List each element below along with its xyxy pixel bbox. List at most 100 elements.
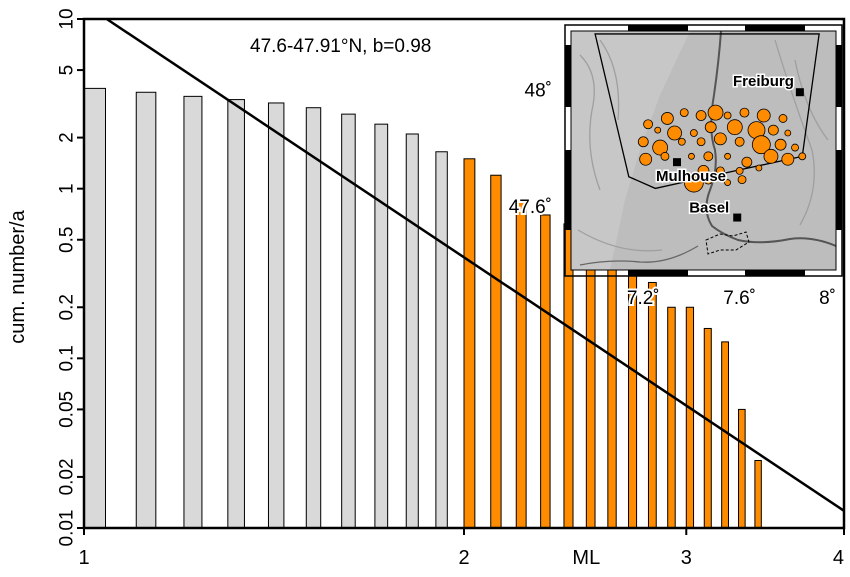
bar-complete: [754, 459, 762, 529]
earthquake-marker: [637, 136, 649, 148]
bar-incomplete: [227, 99, 245, 529]
bar-incomplete: [267, 102, 285, 529]
earthquake-marker: [739, 107, 750, 118]
bar-complete: [738, 408, 746, 529]
y-axis-label: cum. number/a: [7, 209, 29, 343]
earthquake-marker: [707, 104, 724, 121]
x-tick-label: 1: [78, 547, 89, 569]
earthquake-marker: [697, 165, 710, 177]
earthquake-marker: [784, 129, 792, 137]
y-axis-ticks: 10 5 2 1 0.5 0.2 0.1 0.05 0.02 0.01: [57, 8, 84, 547]
inset-x-tick-label: 8˚: [819, 288, 836, 309]
x-tick-label: 2: [458, 547, 469, 569]
city-marker: [795, 88, 804, 97]
bars-group: [83, 87, 762, 529]
bar-incomplete: [83, 87, 107, 529]
city-label: Freiburg: [733, 73, 794, 90]
x-tick-label: 3: [681, 547, 692, 569]
y-tick-label: 5: [57, 65, 78, 76]
earthquake-marker: [660, 112, 674, 125]
earthquake-marker: [660, 151, 670, 161]
earthquake-marker: [726, 119, 743, 136]
earthquake-marker: [715, 166, 725, 176]
bar-complete: [703, 327, 712, 529]
earthquake-marker: [734, 136, 745, 147]
bar-complete: [647, 281, 657, 529]
earthquake-marker: [688, 152, 695, 160]
earthquake-marker: [689, 129, 698, 137]
inset-map-frame: [564, 24, 843, 277]
inset-x-tick-label: 7.2˚: [627, 288, 660, 309]
bar-incomplete: [305, 107, 322, 529]
bar-incomplete: [183, 95, 203, 529]
earthquake-marker: [683, 172, 704, 193]
earthquake-marker: [774, 138, 787, 151]
bar-complete: [490, 174, 502, 529]
y-tick-label: 0.5: [57, 227, 78, 253]
y-tick-label: 0.2: [57, 294, 78, 320]
earthquake-marker: [724, 179, 731, 186]
bar-complete: [685, 306, 695, 529]
inset-map-rhine-river: [705, 30, 837, 247]
earthquake-marker: [704, 121, 717, 134]
earthquake-marker: [696, 137, 706, 147]
inset-map-cities: Freiburg Mulhouse Basel: [655, 72, 804, 222]
earthquake-marker: [737, 175, 747, 185]
inset-map-frame-segment: [836, 45, 842, 107]
bar-complete: [515, 197, 527, 529]
earthquake-marker: [778, 114, 788, 123]
bar-complete: [585, 233, 596, 529]
chart-title: 47.6-47.91°N, b=0.98: [250, 36, 431, 57]
inset-y-tick-label: 47.6˚: [509, 197, 552, 218]
earthquake-marker: [639, 152, 653, 166]
inset-map-valleys: [577, 39, 829, 252]
earthquake-marker: [677, 137, 686, 146]
inset-map-frame-segment: [745, 25, 805, 31]
earthquake-marker: [798, 152, 807, 161]
bar-incomplete: [435, 151, 448, 529]
y-tick-label: 0.05: [57, 391, 78, 428]
bar-complete: [540, 214, 551, 529]
y-tick-label: 0.01: [57, 510, 78, 547]
city-marker: [733, 213, 742, 222]
bar-complete: [463, 158, 476, 529]
earthquake-marker: [741, 156, 753, 168]
earthquake-marker: [713, 132, 727, 146]
earthquake-marker: [723, 111, 732, 120]
earthquake-marker: [643, 119, 653, 130]
inset-map-river-branch: [579, 245, 699, 266]
bar-complete: [667, 306, 676, 529]
inset-map-frame-segment: [628, 270, 688, 276]
fit-line: [105, 17, 845, 512]
inset-map-frame-segment: [836, 150, 842, 230]
bar-incomplete: [135, 91, 157, 529]
y-tick-label: 0.1: [57, 345, 78, 371]
city-label: Mulhouse: [656, 168, 726, 185]
x-axis-label: ML: [572, 547, 600, 569]
inset-map-basel-boundary: [705, 231, 750, 255]
inset-y-tick-label: 48˚: [525, 80, 552, 101]
y-tick-label: 2: [57, 132, 78, 143]
earthquake-marker: [791, 143, 799, 152]
bar-incomplete: [405, 133, 419, 529]
inset-map-frame-segment: [628, 25, 688, 31]
city-label: Basel: [689, 200, 729, 217]
inset-map-study-region: [594, 33, 820, 190]
y-tick-label: 0.02: [57, 458, 78, 495]
earthquake-marker: [756, 108, 771, 123]
inset-x-tick-label: 7.6˚: [723, 288, 756, 309]
earthquake-marker: [751, 135, 771, 155]
earthquake-marker: [654, 126, 662, 134]
earthquake-marker: [679, 108, 689, 118]
earthquake-marker: [735, 167, 744, 175]
inset-map-tick-labels: 7.2˚ 7.6˚ 8˚ 48˚ 47.6˚: [507, 78, 838, 311]
earthquake-marker: [724, 152, 731, 160]
earthquake-marker: [695, 110, 707, 121]
inset-map: Freiburg Mulhouse Basel 7.2˚ 7.6˚ 8˚ 48˚ 47.6˚: [507, 24, 843, 311]
earthquake-marker: [755, 164, 763, 172]
city-marker: [673, 158, 681, 167]
bar-complete: [721, 341, 729, 529]
x-axis-ticks: 1 2 3 4: [78, 528, 845, 569]
y-tick-label: 10: [57, 8, 78, 29]
inset-map-hill-shading: [571, 31, 690, 270]
